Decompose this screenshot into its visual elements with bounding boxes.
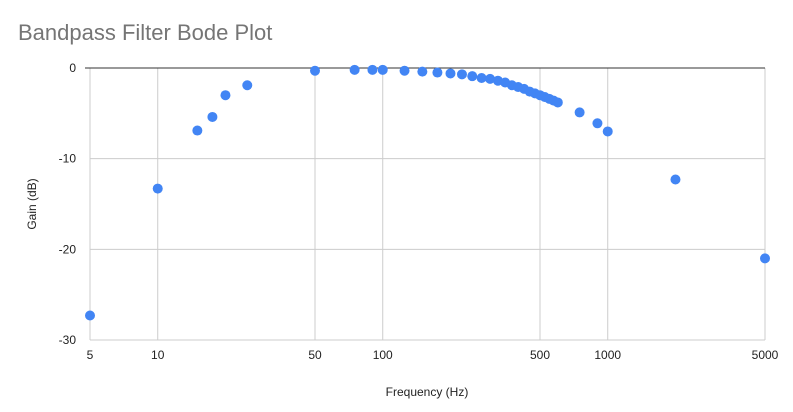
x-tick-label: 5000 [752,348,779,362]
data-point [152,183,163,194]
data-point [207,111,218,122]
data-point [456,69,467,80]
data-point [85,310,95,321]
x-tick-label: 500 [530,348,550,362]
data-point [377,64,388,75]
data-points [85,64,770,321]
data-point [367,64,378,75]
x-tick-label: 50 [308,348,322,362]
y-axis-label: Gain (dB) [25,178,39,229]
grid [89,68,766,341]
data-point [592,118,603,129]
data-point [467,71,478,82]
y-tick-label: 0 [69,61,76,75]
data-point [349,64,360,75]
y-tick-label: -20 [59,242,77,256]
data-point [760,253,770,264]
x-tick-label: 1000 [594,348,621,362]
data-point [242,80,253,91]
data-point [445,68,456,79]
data-point [310,65,320,76]
data-point [552,97,563,108]
x-tick-label: 5 [87,348,94,362]
data-point [476,72,487,83]
x-tick-label: 10 [151,348,165,362]
data-point [574,107,585,118]
y-tick-label: -30 [59,333,77,347]
data-point [192,125,203,136]
data-point [399,65,410,76]
x-tick-label: 100 [373,348,393,362]
data-point [485,73,496,84]
chart-title: Bandpass Filter Bode Plot [18,20,273,45]
data-point [432,67,443,78]
y-tick-label: -10 [59,152,77,166]
data-point [670,174,681,185]
data-point [220,90,231,101]
tick-labels: 5 10 50 100 500 1000 5000 0 -10 -20 -30 [59,61,779,362]
data-point [417,66,428,77]
x-axis-label: Frequency (Hz) [386,385,469,399]
data-point [602,126,613,137]
